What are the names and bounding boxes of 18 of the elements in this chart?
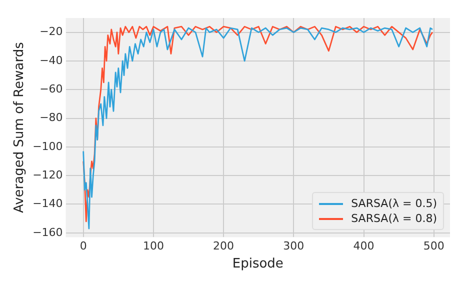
x-tick-label: 100 [142,240,164,253]
y-tick-label: −60 [40,82,63,96]
x-tick-label: 500 [423,240,444,253]
legend-label: SARSA(λ = 0.8) [351,211,437,226]
x-tick-label: 200 [213,240,234,253]
y-tick-label: −140 [32,197,63,210]
x-tick-label: 300 [283,240,304,253]
legend-label: SARSA(λ = 0.5) [351,196,437,211]
y-tick-label: −160 [32,226,63,239]
x-tick-label: 0 [80,240,87,253]
x-tick-label: 400 [353,240,374,253]
y-tick-label: −20 [40,25,63,38]
y-tick-label: −40 [40,54,63,67]
y-tick-label: −120 [32,168,63,182]
y-axis-title: Averaged Sum of Rewards [12,42,28,214]
x-axis-title: Episode [232,256,284,272]
y-tick-label: −100 [32,140,63,153]
y-tick-label: −80 [40,111,63,124]
